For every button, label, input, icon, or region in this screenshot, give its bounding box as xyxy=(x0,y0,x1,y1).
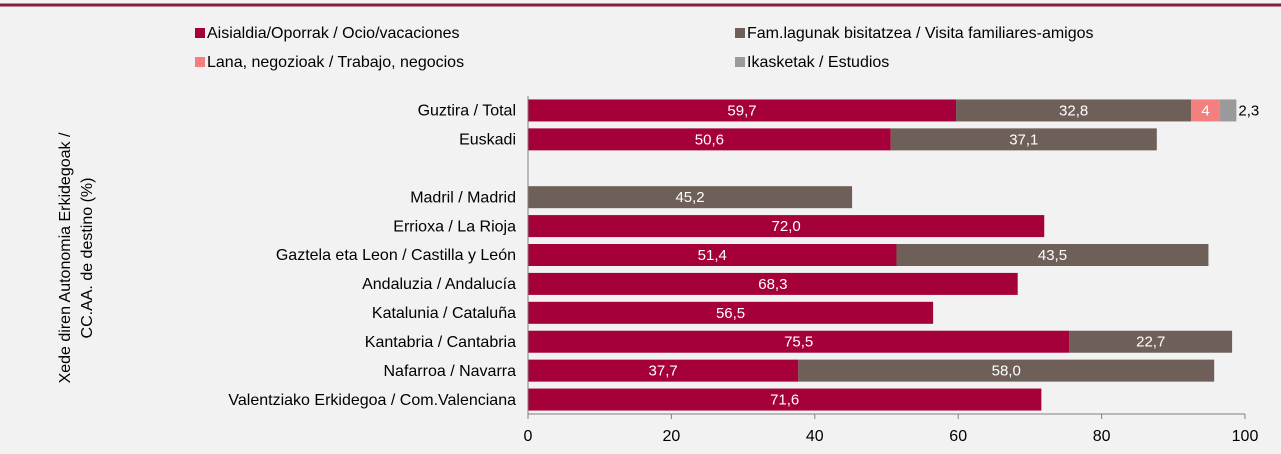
y-tick-label: Valentziako Erkidegoa / Com.Valenciana xyxy=(228,392,516,409)
data-label: 56,5 xyxy=(716,305,745,322)
bar-segment xyxy=(890,128,1157,151)
y-tick-label: Euskadi xyxy=(459,132,516,149)
data-label: 50,6 xyxy=(695,131,724,148)
y-axis-title: Xede diren Autonomia Erkidegoak / xyxy=(57,132,74,383)
data-label: 43,5 xyxy=(1038,247,1067,264)
data-label: 59,7 xyxy=(727,102,756,119)
legend-label: Lana, negozioak / Trabajo, negocios xyxy=(207,54,464,71)
data-label: 37,1 xyxy=(1009,131,1038,148)
y-tick-label: Andaluzia / Andalucía xyxy=(362,276,516,293)
data-label: 4 xyxy=(1201,102,1209,119)
legend-swatch xyxy=(195,57,205,67)
x-tick-label: 60 xyxy=(949,428,967,445)
legend-swatch xyxy=(195,28,205,38)
bar-segment xyxy=(528,388,1042,411)
x-tick-label: 20 xyxy=(663,428,681,445)
legend-label: Aisialdia/Oporrak / Ocio/vacaciones xyxy=(207,25,460,42)
bar-segment xyxy=(528,186,853,209)
data-label: 2,3 xyxy=(1238,102,1259,119)
bar-segment xyxy=(528,301,934,324)
data-label: 75,5 xyxy=(784,334,813,351)
y-tick-label: Madril / Madrid xyxy=(410,189,516,206)
bar-segment xyxy=(528,330,1070,353)
bar-segment xyxy=(528,215,1045,238)
bar-segment xyxy=(528,272,1018,295)
y-tick-label: Nafarroa / Navarra xyxy=(384,363,517,380)
y-axis-title: CC.AA. de destino (%) xyxy=(79,178,96,339)
x-tick-label: 40 xyxy=(806,428,824,445)
bar-segment xyxy=(528,244,897,266)
bar-segment xyxy=(956,99,1192,122)
bar-segment xyxy=(896,244,1209,266)
y-tick-label: Errioxa / La Rioja xyxy=(393,218,516,235)
legend-swatch xyxy=(735,57,745,67)
bar-segment xyxy=(528,99,957,122)
data-label: 37,7 xyxy=(649,363,678,380)
y-tick-label: Katalunia / Cataluña xyxy=(372,305,516,322)
bar-segment xyxy=(528,128,891,151)
legend-swatch xyxy=(735,28,745,38)
data-label: 32,8 xyxy=(1059,102,1088,119)
data-label: 22,7 xyxy=(1136,334,1165,351)
data-label: 71,6 xyxy=(770,392,799,409)
bar-segment xyxy=(1191,99,1220,122)
y-tick-label: Gaztela eta Leon / Castilla y León xyxy=(276,247,516,264)
data-label: 51,4 xyxy=(698,247,727,264)
bar-segment xyxy=(798,359,1215,382)
x-tick-label: 100 xyxy=(1232,428,1259,445)
data-label: 58,0 xyxy=(992,363,1021,380)
data-label: 45,2 xyxy=(675,189,704,206)
bar-segment xyxy=(1069,330,1233,353)
x-tick-label: 80 xyxy=(1093,428,1111,445)
data-label: 68,3 xyxy=(758,276,787,293)
legend-label: Fam.lagunak bisitatzea / Visita familiar… xyxy=(747,25,1094,42)
y-tick-label: Guztira / Total xyxy=(418,103,516,120)
legend-label: Ikasketak / Estudios xyxy=(747,54,889,71)
data-label: 72,0 xyxy=(772,218,801,235)
x-tick-label: 0 xyxy=(524,428,533,445)
y-tick-label: Kantabria / Cantabria xyxy=(365,334,516,351)
bar-segment xyxy=(528,359,799,382)
bar-segment xyxy=(1219,99,1237,122)
